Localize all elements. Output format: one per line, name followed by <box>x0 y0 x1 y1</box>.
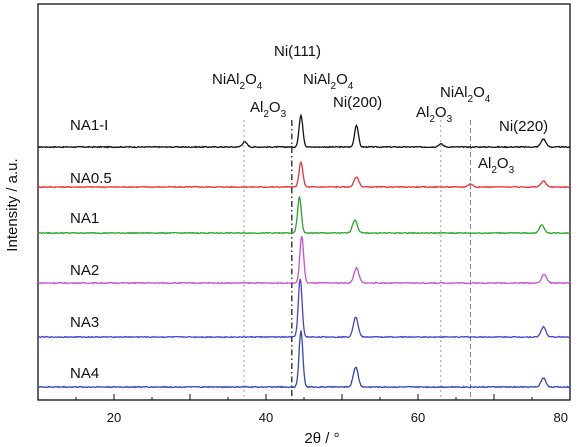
peak-annotations: NiAl2O4 Al2O3 Ni(111) NiAl2O4 Ni(200) Al… <box>212 43 548 176</box>
series-label-na4: NA4 <box>70 365 99 382</box>
series-label-na0-5: NA0.5 <box>70 170 112 187</box>
trace-na4 <box>37 330 571 389</box>
x-tick-label-40: 40 <box>259 410 273 425</box>
series-label-na2: NA2 <box>70 262 99 279</box>
annotation-nial2o4-mid: NiAl2O4 <box>303 71 354 92</box>
diffraction-traces <box>37 113 571 389</box>
annotation-nial2o4-right: NiAl2O4 <box>440 84 491 105</box>
annotation-ni200: Ni(200) <box>333 94 382 111</box>
series-label-na1: NA1 <box>70 210 99 227</box>
series-labels: NA1-I NA0.5 NA1 NA2 NA3 NA4 <box>70 117 112 382</box>
trace-na1-i <box>38 113 571 149</box>
x-tick-label-80: 80 <box>554 410 568 425</box>
series-label-na1-i: NA1-I <box>70 117 108 134</box>
x-axis-title: 2θ / ° <box>304 430 339 447</box>
plot-frame <box>37 3 571 401</box>
trace-na3 <box>37 278 571 339</box>
annotation-al2o3-far: Al2O3 <box>478 155 515 176</box>
annotation-al2o3-right: Al2O3 <box>416 104 453 125</box>
trace-na2 <box>37 235 571 285</box>
x-tick-label-20: 20 <box>107 410 121 425</box>
annotation-nial2o4-left: NiAl2O4 <box>212 71 263 92</box>
trace-na0-5 <box>37 160 571 189</box>
trace-na1 <box>37 196 571 235</box>
y-axis-title: Intensity / a.u. <box>4 158 21 251</box>
series-label-na3: NA3 <box>70 314 99 331</box>
annotation-ni220: Ni(220) <box>499 118 548 135</box>
annotation-ni111: Ni(111) <box>274 43 321 60</box>
reference-lines <box>243 120 471 400</box>
x-axis-ticks: 20 40 60 80 <box>37 394 571 425</box>
annotation-al2o3-left: Al2O3 <box>250 99 287 120</box>
x-tick-label-60: 60 <box>411 410 425 425</box>
